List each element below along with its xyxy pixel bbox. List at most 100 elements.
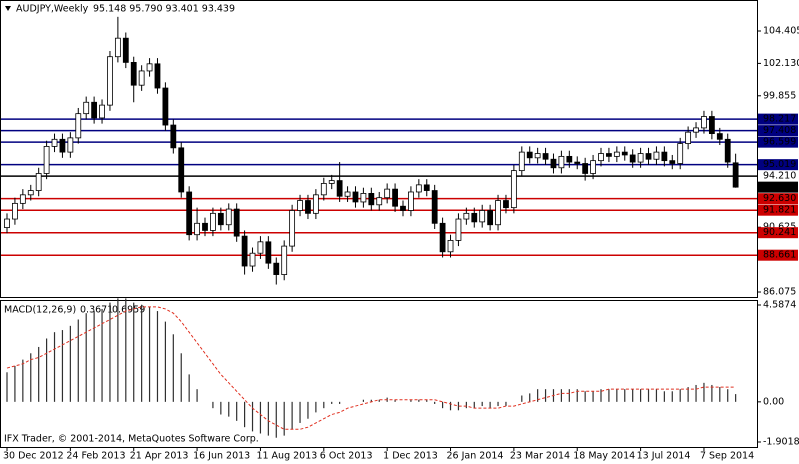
candle-body [35, 173, 42, 191]
candle-body [732, 162, 739, 188]
level-label: 90.241 [763, 227, 796, 238]
level-label-bg [758, 249, 798, 261]
price-pane [0, 0, 758, 298]
candle-body [503, 200, 509, 209]
candle-body [19, 194, 26, 204]
level-label: 94.210 [763, 171, 796, 182]
candle-body [716, 133, 723, 140]
y-tick-label: 86.075 [763, 287, 796, 298]
candle-body [582, 163, 589, 174]
candle-body [708, 116, 715, 134]
candle-body [154, 63, 161, 89]
candle-body [724, 138, 731, 163]
candle-body [217, 212, 224, 226]
candle-body [352, 191, 359, 203]
candle-body [138, 70, 145, 86]
candle-body [423, 184, 430, 191]
candle-body [368, 193, 375, 206]
menu-arrow[interactable] [5, 6, 11, 11]
level-label: 91.821 [763, 205, 796, 216]
candle-body [645, 153, 652, 160]
x-tick-label: 18 May 2014 [573, 451, 635, 462]
candle-body [51, 138, 58, 147]
candle-body [297, 200, 303, 211]
level-label-bg [758, 159, 798, 171]
y-tick-label: 0.00 [763, 396, 784, 407]
candle-body [257, 241, 264, 254]
candle-body [542, 153, 549, 160]
level-label-bg [758, 204, 798, 216]
level-label: 98.217 [763, 114, 796, 125]
candle-body [336, 180, 343, 197]
candle-body [225, 208, 232, 226]
y-tick-label: 4.5874 [763, 299, 796, 310]
candle-body [320, 183, 327, 196]
x-tick-label: 24 Feb 2013 [66, 451, 125, 462]
level-label: 92.630 [763, 193, 796, 204]
level-label-bg [758, 193, 798, 205]
candle-body [210, 212, 216, 231]
macd-last-value: 0.3671 [80, 305, 113, 316]
candle-body [384, 188, 391, 199]
candle-body [344, 191, 351, 197]
x-tick-label: 13 Jul 2014 [637, 451, 691, 462]
y-tick-label: 102.130 [763, 58, 799, 69]
candle-body [534, 153, 541, 159]
signal-line [6, 306, 736, 430]
candle-body [574, 161, 581, 164]
candle-body [621, 151, 628, 156]
y-tick-label: -1.9018 [763, 436, 799, 447]
candle-body [328, 180, 335, 184]
candle-body [202, 222, 208, 231]
candle-body [4, 218, 10, 228]
price-label-bg [758, 181, 798, 193]
copyright: IFX Trader, © 2001-2014, MetaQuotes Soft… [4, 434, 259, 445]
candle-body [178, 147, 185, 193]
candle-body [598, 153, 604, 162]
candle-body [122, 37, 129, 63]
candle-body [653, 151, 660, 160]
candle-body [558, 155, 565, 169]
level-label-bg [758, 113, 798, 125]
candle-body [289, 210, 296, 247]
candle-body [360, 193, 367, 203]
y-tick-label: 104.405 [763, 26, 799, 37]
candle-body [701, 116, 707, 129]
candle-body [91, 101, 98, 119]
candle-body [186, 191, 193, 236]
candle-body [233, 208, 240, 237]
candle-body [27, 190, 34, 196]
candle-body [669, 160, 676, 164]
candle-body [613, 151, 620, 157]
candle-body [400, 205, 406, 211]
x-tick-label: 11 Aug 2013 [256, 451, 317, 462]
x-tick-label: 1 Dec 2013 [383, 451, 438, 462]
candle-body [637, 153, 644, 163]
candle-body [439, 222, 446, 253]
candle-body [67, 137, 74, 153]
candle-body [83, 101, 90, 115]
candle-body [526, 151, 533, 159]
candle-body [249, 252, 256, 267]
candle-body [12, 202, 18, 220]
candle-body [162, 87, 169, 126]
candle-body [566, 155, 573, 163]
candle-body [550, 158, 557, 169]
x-tick-label: 7 Sep 2014 [700, 451, 754, 462]
macd-title: MACD(12,26,9) [4, 305, 76, 316]
candle-body [431, 190, 438, 224]
x-tick-label: 6 Oct 2013 [320, 451, 373, 462]
candle-body [495, 200, 501, 226]
candle-body [107, 56, 113, 106]
chart-title: AUDJPY,Weekly [16, 4, 89, 15]
level-label: 96.599 [763, 137, 796, 148]
candle-body [510, 170, 517, 209]
candle-body [146, 63, 153, 72]
candle-body [677, 143, 684, 164]
candle-body [415, 184, 422, 193]
candle-body [455, 218, 462, 241]
y-tick-label: 99.855 [763, 90, 796, 101]
level-label-bg [758, 227, 798, 239]
candle-body [606, 153, 612, 157]
